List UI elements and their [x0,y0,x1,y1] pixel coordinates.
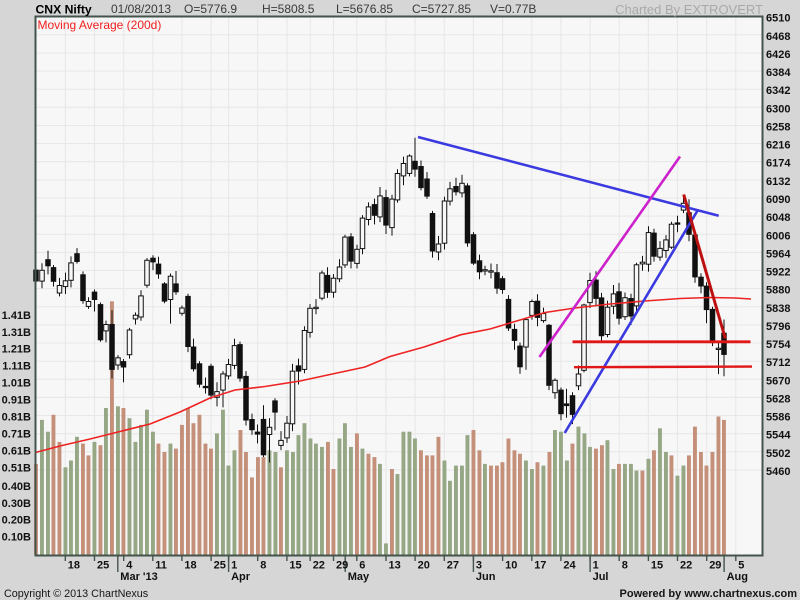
svg-text:6216: 6216 [766,140,790,152]
svg-text:6048: 6048 [766,212,790,224]
svg-text:1.41B: 1.41B [2,310,31,322]
svg-text:Apr: Apr [231,571,251,583]
svg-text:Jul: Jul [593,571,609,583]
svg-text:01/08/2013: 01/08/2013 [111,2,171,16]
svg-text:0.81B: 0.81B [2,412,31,424]
svg-text:5544: 5544 [766,430,791,442]
svg-text:Jun: Jun [476,571,496,583]
svg-text:1.01B: 1.01B [2,378,31,390]
svg-text:O=5776.9: O=5776.9 [184,2,237,16]
svg-text:6510: 6510 [766,13,790,25]
svg-text:8: 8 [260,560,266,572]
svg-text:25: 25 [214,560,226,572]
svg-text:24: 24 [563,560,576,572]
svg-text:6426: 6426 [766,49,790,61]
svg-text:5754: 5754 [766,339,791,351]
svg-text:18: 18 [184,560,196,572]
svg-text:Copyright © 2013 ChartNexus: Copyright © 2013 ChartNexus [4,588,149,600]
svg-text:15: 15 [651,560,663,572]
svg-text:1: 1 [231,560,237,572]
svg-text:4: 4 [126,560,133,572]
svg-text:5880: 5880 [766,285,790,297]
svg-text:V=0.77B: V=0.77B [490,2,536,16]
svg-text:5: 5 [738,560,744,572]
svg-text:1.31B: 1.31B [2,327,31,339]
svg-text:18: 18 [68,560,80,572]
svg-text:6006: 6006 [766,230,790,242]
svg-text:17: 17 [534,560,546,572]
svg-text:20: 20 [418,560,430,572]
svg-text:22: 22 [680,560,692,572]
svg-text:Mar '13: Mar '13 [120,571,157,583]
svg-text:1.21B: 1.21B [2,344,31,356]
svg-text:15: 15 [289,560,301,572]
svg-text:10: 10 [505,560,517,572]
svg-text:5502: 5502 [766,448,790,460]
svg-text:6258: 6258 [766,122,790,134]
svg-text:May: May [348,571,370,583]
svg-text:29: 29 [336,560,348,572]
svg-text:0.91B: 0.91B [2,395,31,407]
svg-text:25: 25 [97,560,109,572]
svg-text:6: 6 [359,560,365,572]
svg-text:H=5808.5: H=5808.5 [262,2,315,16]
svg-text:5796: 5796 [766,321,790,333]
svg-text:5838: 5838 [766,303,790,315]
svg-text:22: 22 [313,560,325,572]
svg-text:6174: 6174 [766,158,791,170]
svg-text:5712: 5712 [766,357,790,369]
svg-text:5460: 5460 [766,466,790,478]
svg-text:Aug: Aug [727,571,748,583]
svg-text:L=5676.85: L=5676.85 [336,2,393,16]
svg-text:Moving Average (200d): Moving Average (200d) [38,18,162,32]
svg-text:Charted By EXTROVERT: Charted By EXTROVERT [615,2,763,17]
svg-text:Powered by www.chartnexus.com: Powered by www.chartnexus.com [620,588,798,600]
svg-text:5586: 5586 [766,412,790,424]
svg-text:6090: 6090 [766,194,790,206]
svg-text:0.10B: 0.10B [2,532,31,544]
svg-text:29: 29 [709,560,721,572]
svg-text:1: 1 [593,560,599,572]
svg-text:1.11B: 1.11B [2,361,31,373]
svg-text:27: 27 [447,560,459,572]
svg-text:5922: 5922 [766,267,790,279]
svg-text:0.61B: 0.61B [2,445,31,457]
svg-text:3: 3 [476,560,482,572]
svg-text:C=5727.85: C=5727.85 [412,2,471,16]
svg-text:11: 11 [155,560,167,572]
svg-text:CNX Nifty: CNX Nifty [36,3,92,17]
svg-text:0.20B: 0.20B [2,515,31,527]
svg-text:6342: 6342 [766,85,790,97]
svg-text:0.71B: 0.71B [2,428,31,440]
svg-text:0.40B: 0.40B [2,481,31,493]
svg-text:5670: 5670 [766,375,790,387]
svg-text:6300: 6300 [766,103,790,115]
svg-text:6468: 6468 [766,31,790,43]
svg-text:5628: 5628 [766,393,790,405]
svg-text:13: 13 [389,560,401,572]
svg-text:0.51B: 0.51B [2,462,31,474]
svg-text:0.30B: 0.30B [2,498,31,510]
svg-text:5964: 5964 [766,248,791,260]
svg-text:8: 8 [622,560,628,572]
svg-text:6384: 6384 [766,67,791,79]
svg-text:6132: 6132 [766,176,790,188]
